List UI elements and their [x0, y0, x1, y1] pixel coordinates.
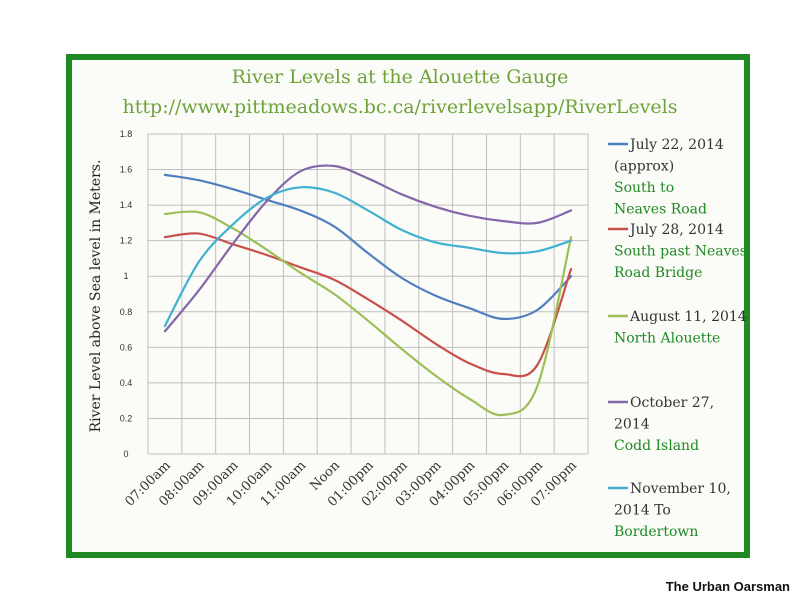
chart-frame — [66, 54, 750, 558]
y-tick-label: 0.8 — [120, 307, 133, 317]
y-tick-label: 0.2 — [120, 413, 133, 423]
series-line-1 — [163, 173, 573, 320]
legend-label: (approx) — [614, 159, 674, 175]
legend-label: July 22, 2014 — [628, 137, 724, 153]
series-line-3 — [163, 210, 573, 417]
legend-label: October 27, — [630, 395, 714, 411]
y-tick-label: 0.4 — [120, 378, 133, 388]
series-line-4 — [163, 164, 573, 333]
y-tick-label: 1.6 — [120, 165, 133, 175]
legend-label: North Alouette — [614, 331, 720, 347]
legend-label: South past Neaves — [614, 244, 747, 260]
y-tick-label: 1 — [123, 271, 128, 281]
y-tick-label: 1.2 — [120, 236, 133, 246]
series-line-5 — [163, 186, 573, 328]
y-axis-label: River Level above Sea level in Meters. — [88, 160, 104, 433]
y-tick-label: 0 — [123, 449, 128, 459]
legend-label: August 11, 2014 — [629, 309, 747, 325]
legend-label: Bordertown — [614, 524, 698, 540]
legend-label: 2014 — [614, 417, 650, 433]
legend-label: July 28, 2014 — [628, 222, 724, 238]
credit-text: The Urban Oarsman — [665, 579, 790, 594]
legend-label: November 10, — [630, 481, 731, 497]
y-tick-label: 1.4 — [120, 200, 133, 210]
legend-label: 2014 To — [614, 503, 671, 519]
legend-label: Road Bridge — [614, 265, 702, 281]
legend-label: South to — [614, 180, 674, 196]
legend-label: Codd Island — [614, 438, 699, 454]
chart-subtitle: http://www.pittmeadows.bc.ca/riverlevels… — [122, 96, 678, 118]
y-tick-label: 0.6 — [120, 342, 133, 352]
y-tick-label: 1.8 — [120, 129, 133, 139]
legend-label: Neaves Road — [614, 202, 707, 218]
chart-title: River Levels at the Alouette Gauge — [231, 66, 569, 88]
